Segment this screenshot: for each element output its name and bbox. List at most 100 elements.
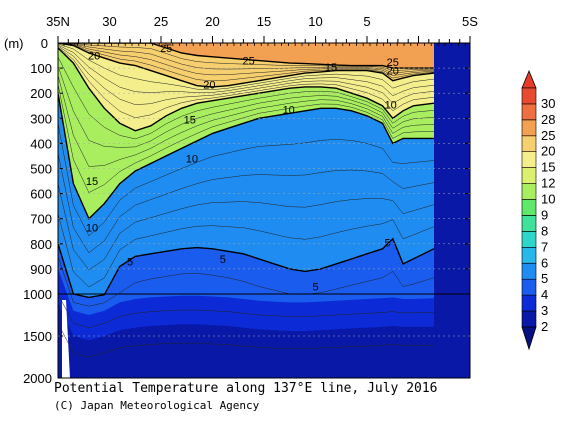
y-tick-label: 900 [30,262,52,277]
band-above-25 [58,43,434,69]
y-tick-label: 400 [30,136,52,151]
colorbar-swatch [521,135,537,153]
x-tick-label: 10 [308,14,322,29]
isotherm-minor [58,43,435,71]
contour-label: 15 [184,115,196,127]
colorbar-label: 6 [541,255,548,270]
colorbar-swatch [521,167,537,184]
contour-label: 5 [220,254,226,266]
colorbar-top-arrow [521,69,537,89]
x-tick-label: 15 [257,14,271,29]
contour-label: 15 [325,62,337,74]
x-tick-label: 5S [462,14,478,29]
isotherm-20 [58,43,435,88]
colorbar-label: 8 [541,223,548,238]
isotherm-minor [58,66,435,148]
isotherm-minor [58,256,435,307]
contour-label: 10 [283,105,295,117]
contour-label: 25 [160,43,172,55]
colorbar-swatch [521,294,537,312]
colorbar-swatch [521,262,537,280]
isotherm-minor [58,43,435,74]
contour-label: 10 [86,223,98,235]
colorbar-label: 4 [541,287,548,302]
y-tick-label: 0 [41,36,48,51]
y-axis-label: (m) [4,36,24,51]
contour-label: 15 [86,176,98,188]
contour-label: 5 [127,256,133,268]
colorbar-label: 2 [541,319,548,334]
y-tick-label: 1000 [23,287,52,302]
chart-title: Potential Temperature along 137°E line, … [54,381,438,396]
isotherm-minor [58,183,435,271]
isotherm-minor [58,75,435,167]
y-tick-label: 1500 [23,329,52,344]
isotherm-minor [58,43,435,82]
colorbar-swatch [521,310,537,328]
y-tick-label: 500 [30,162,52,177]
isotherm-minor [58,323,434,358]
colorbar-label: 20 [541,144,555,159]
y-tick-label: 700 [30,212,52,227]
chart-credit: (C) Japan Meteorological Agency [54,399,260,412]
colorbar-label: 12 [541,176,555,191]
colorbar-swatch [521,119,537,137]
x-tick-label: 25 [154,14,168,29]
y-tick-label: 600 [30,187,52,202]
isotherm-minor [58,46,435,119]
colorbar-swatch [521,199,537,216]
axes: 35N 30 25 20 15 10 5 5S(m)100200300400500600700… [4,14,478,386]
isotherm-minor [58,45,435,105]
contour-label: 25 [387,57,399,69]
isotherm-minor [58,153,435,254]
colorbar-label: 3 [541,303,548,318]
colorbar-label: 25 [541,128,555,143]
isotherm-minor [58,293,435,328]
isotherm-10 [58,93,434,220]
y-tick-label: 100 [30,61,52,76]
x-tick-label: 5 [363,14,370,29]
colorbar-label: 7 [541,239,548,254]
colorbar-swatch [521,183,537,200]
colorbar-bottom-arrow [521,326,537,351]
isotherm-lines [58,43,435,358]
colorbar-label: 30 [541,96,555,111]
x-tick-label: 35N [46,14,70,29]
contour-label: 20 [387,66,399,78]
contour-label: 20 [88,51,100,63]
colorbar-swatch [521,151,537,168]
colorbar-label: 15 [541,160,555,175]
colorbar-label: 5 [541,271,548,286]
colorbar-label: 28 [541,112,555,127]
colorbar-swatch [521,215,537,232]
isotherm-15 [58,47,435,132]
colorbar-label: 10 [541,192,555,207]
y-tick-label: 2000 [23,371,52,386]
isotherm-5 [58,237,435,299]
isotherm-minor [58,43,435,90]
colorbar-label: 9 [541,208,548,223]
x-tick-label: 30 [102,14,116,29]
y-tick-label: 200 [30,86,52,101]
y-tick-label: 800 [30,237,52,252]
y-tick-label: 300 [30,111,52,126]
contour-label: 25 [242,56,254,68]
contour-label: 10 [186,154,198,166]
isotherm-minor [58,44,435,96]
contour-label: 10 [385,100,397,112]
colorbar-swatch [521,231,537,248]
contour-label: 5 [312,282,318,294]
isotherm-minor [58,123,435,237]
isotherm-25 [58,43,434,69]
colorbar-swatch [521,87,537,105]
isotherm-minor [58,213,435,288]
colorbar-swatch [521,278,537,296]
contour-label: 20 [203,79,215,91]
contour-label: 5 [385,238,391,250]
isotherm-minor [58,43,435,76]
x-tick-label: 20 [205,14,219,29]
colorbar-swatch [521,103,537,121]
